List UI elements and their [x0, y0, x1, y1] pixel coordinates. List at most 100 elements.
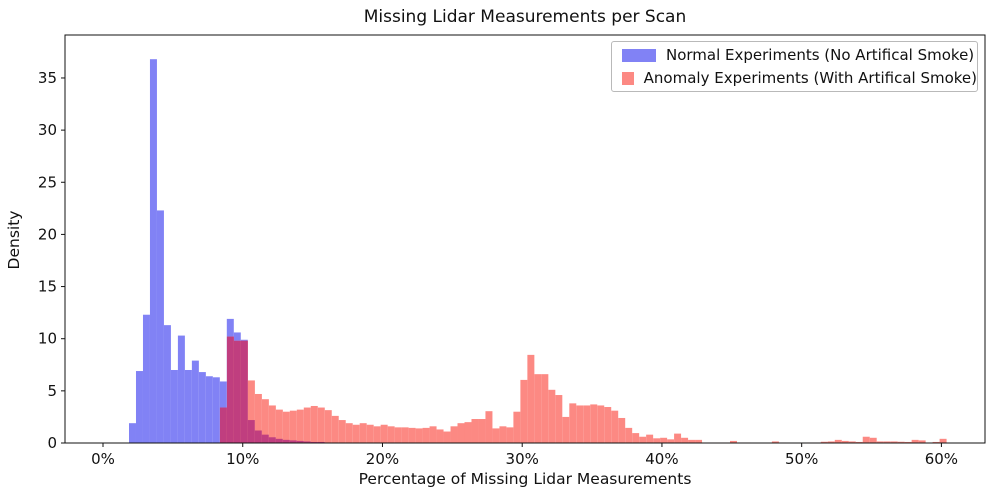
bar-overlap — [310, 441, 318, 443]
bar-anomaly — [632, 433, 640, 443]
bar-normal — [156, 210, 164, 443]
bar-anomaly — [618, 417, 626, 443]
bar-anomaly — [436, 429, 444, 443]
bar-overlap — [268, 437, 276, 443]
bar-anomaly — [639, 436, 647, 443]
bar-anomaly — [352, 424, 360, 443]
legend-swatch-normal-icon — [622, 48, 656, 62]
bar-anomaly — [247, 380, 255, 443]
bar-anomaly — [862, 436, 870, 443]
bar-anomaly — [485, 411, 493, 443]
bar-overlap — [275, 438, 283, 443]
bar-anomaly — [548, 389, 556, 443]
bar-anomaly — [667, 439, 675, 443]
bar-overlap — [282, 439, 290, 443]
bar-anomaly — [555, 395, 563, 443]
bar-anomaly — [310, 405, 318, 443]
bar-anomaly — [527, 354, 535, 443]
bar-anomaly — [569, 403, 577, 443]
bar-anomaly — [520, 379, 528, 443]
bar-anomaly — [597, 405, 605, 443]
y-tick-label: 35 — [38, 69, 57, 87]
bar-anomaly — [541, 374, 549, 443]
bar-anomaly — [394, 427, 402, 443]
bar-anomaly — [604, 407, 612, 443]
bar-overlap — [247, 420, 255, 443]
bar-anomaly — [457, 423, 465, 443]
bar-anomaly — [401, 427, 409, 443]
bar-anomaly — [373, 426, 381, 443]
bar-anomaly — [562, 416, 570, 443]
y-tick-label: 5 — [47, 382, 57, 400]
bar-anomaly — [422, 427, 430, 443]
bar-anomaly — [324, 410, 332, 443]
bar-anomaly — [834, 439, 842, 443]
y-tick-label: 0 — [47, 434, 57, 452]
bar-normal — [198, 372, 206, 443]
bar-anomaly — [478, 419, 486, 443]
bar-anomaly — [674, 433, 682, 443]
x-tick-label: 40% — [645, 450, 678, 468]
bar-anomaly — [359, 423, 367, 443]
bar-anomaly — [303, 407, 311, 443]
legend: Normal Experiments (No Artifical Smoke) … — [611, 41, 978, 92]
bar-anomaly — [331, 415, 339, 443]
bar-anomaly — [506, 427, 514, 443]
x-tick-label: 0% — [91, 450, 115, 468]
bar-anomaly — [827, 441, 835, 443]
bar-normal — [205, 376, 213, 443]
x-tick-label: 20% — [366, 450, 399, 468]
bar-anomaly — [345, 423, 353, 443]
bar-anomaly — [820, 441, 828, 443]
bar-anomaly — [918, 440, 926, 443]
bar-overlap — [254, 430, 262, 443]
bar-anomaly — [380, 424, 388, 443]
y-tick-label: 25 — [38, 173, 57, 191]
bar-anomaly — [932, 441, 940, 443]
chart-title: Missing Lidar Measurements per Scan — [363, 7, 687, 27]
bar-anomaly — [939, 438, 947, 443]
bar-normal — [163, 325, 171, 443]
bar-anomaly — [429, 426, 437, 443]
bar-anomaly — [911, 439, 919, 443]
bar-overlap — [296, 440, 304, 443]
bar-normal — [128, 423, 136, 443]
bar-anomaly — [583, 405, 591, 443]
bar-anomaly — [855, 441, 863, 443]
bar-anomaly — [646, 434, 654, 443]
bar-normal — [135, 371, 143, 443]
bar-anomaly — [653, 438, 661, 443]
bar-anomaly — [771, 441, 779, 443]
bar-anomaly — [611, 410, 619, 443]
bar-overlap — [261, 434, 269, 443]
bar-normal — [170, 369, 178, 443]
bar-anomaly — [471, 419, 479, 443]
legend-item-normal: Normal Experiments (No Artifical Smoke) — [622, 46, 977, 65]
bar-anomaly — [841, 440, 849, 443]
bar-normal — [184, 369, 192, 443]
bar-normal — [212, 377, 220, 443]
bar-overlap — [289, 440, 297, 443]
bar-anomaly — [890, 441, 898, 443]
bar-overlap — [240, 340, 248, 443]
bar-normal — [191, 360, 199, 443]
bar-anomaly — [897, 441, 905, 443]
bar-anomaly — [338, 420, 346, 443]
x-tick-label: 30% — [506, 450, 539, 468]
x-tick-label: 60% — [925, 450, 958, 468]
bar-normal — [149, 59, 157, 443]
plot-frame — [64, 34, 986, 444]
bar-anomaly — [492, 428, 500, 443]
bar-anomaly — [576, 405, 584, 443]
bar-anomaly — [289, 410, 297, 443]
bar-overlap — [303, 441, 311, 443]
bar-anomaly — [904, 441, 912, 443]
bar-anomaly — [464, 422, 472, 443]
bar-anomaly — [695, 439, 703, 443]
bar-anomaly — [625, 427, 633, 443]
bar-anomaly — [869, 437, 877, 443]
bar-anomaly — [296, 409, 304, 443]
y-tick-label: 10 — [38, 330, 57, 348]
bar-anomaly — [443, 431, 451, 443]
bar-anomaly — [681, 437, 689, 443]
